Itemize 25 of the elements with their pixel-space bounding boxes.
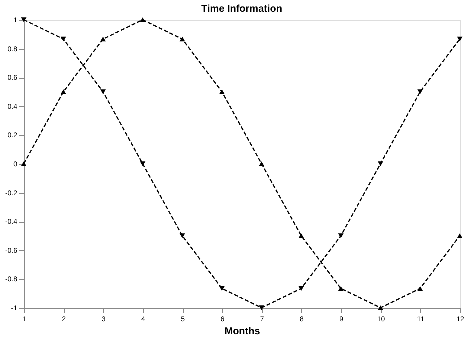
point xyxy=(100,90,106,94)
point xyxy=(338,286,344,292)
point xyxy=(21,162,27,166)
point xyxy=(418,90,424,94)
point xyxy=(378,162,384,166)
point xyxy=(259,306,265,310)
point xyxy=(60,90,66,94)
point xyxy=(60,36,66,42)
point xyxy=(298,234,304,238)
x-axis-title: Months xyxy=(224,326,261,338)
point xyxy=(298,286,304,292)
point xyxy=(457,234,463,238)
point xyxy=(418,286,424,292)
point xyxy=(219,286,225,292)
point xyxy=(180,234,186,238)
point xyxy=(378,306,384,310)
point xyxy=(140,18,146,22)
point xyxy=(259,162,265,166)
point xyxy=(140,162,146,166)
point xyxy=(457,36,463,42)
point xyxy=(100,36,106,42)
point xyxy=(338,234,344,238)
point xyxy=(219,90,225,94)
chart-title: Time Information xyxy=(202,4,282,15)
point xyxy=(180,36,186,42)
